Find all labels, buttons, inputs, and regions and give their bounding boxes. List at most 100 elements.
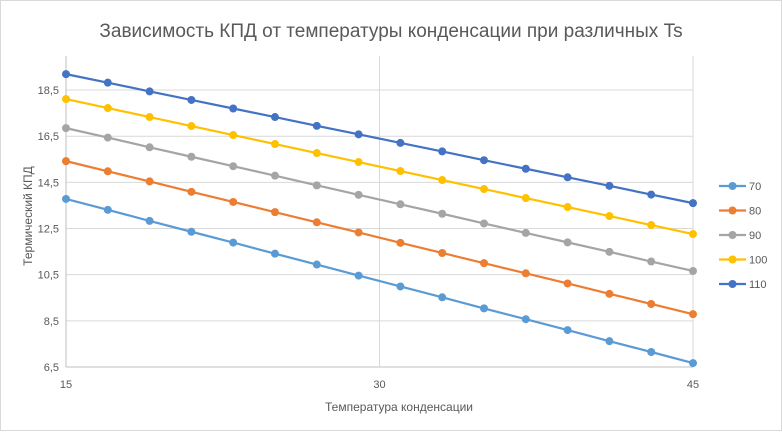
x-tick-label: 30 bbox=[373, 379, 385, 391]
data-point-100 bbox=[647, 221, 656, 230]
series-line-100 bbox=[65, 97, 694, 236]
data-point-90 bbox=[271, 171, 279, 180]
data-point-70 bbox=[312, 260, 321, 269]
data-point-90 bbox=[354, 190, 363, 199]
legend-label: 70 bbox=[749, 181, 761, 193]
data-point-100 bbox=[62, 95, 70, 104]
data-point-80 bbox=[312, 218, 321, 227]
data-point-110 bbox=[354, 130, 363, 139]
data-point-70 bbox=[438, 293, 447, 302]
data-point-100 bbox=[271, 140, 279, 149]
data-point-70 bbox=[521, 315, 530, 324]
data-point-110 bbox=[229, 104, 238, 113]
data-point-70 bbox=[145, 216, 154, 225]
data-point-110 bbox=[396, 138, 405, 147]
series-line-70 bbox=[65, 197, 694, 365]
data-point-100 bbox=[103, 104, 112, 113]
data-point-90 bbox=[438, 209, 447, 218]
data-point-80 bbox=[605, 289, 614, 298]
data-point-80 bbox=[229, 197, 238, 206]
data-point-70 bbox=[62, 194, 70, 203]
legend-label: 100 bbox=[749, 255, 767, 267]
data-point-70 bbox=[354, 271, 363, 280]
data-point-70 bbox=[229, 238, 238, 247]
y-axis-title: Термический КПД bbox=[21, 166, 35, 266]
legend-marker-110 bbox=[728, 280, 737, 288]
data-point-90 bbox=[396, 200, 405, 209]
data-point-70 bbox=[396, 282, 405, 291]
legend-label: 110 bbox=[749, 279, 767, 291]
y-tick-label: 16,5 bbox=[38, 131, 59, 143]
y-tick-label: 14,5 bbox=[38, 177, 59, 189]
data-point-100 bbox=[521, 194, 530, 203]
data-point-80 bbox=[563, 279, 572, 288]
data-point-90 bbox=[563, 238, 572, 247]
data-point-100 bbox=[229, 131, 238, 140]
data-point-80 bbox=[187, 187, 196, 196]
data-point-80 bbox=[438, 248, 447, 257]
data-point-90 bbox=[103, 133, 112, 142]
chart-title: Зависимость КПД от температуры конденсац… bbox=[99, 21, 682, 42]
data-point-90 bbox=[521, 228, 530, 237]
data-point-70 bbox=[689, 359, 697, 368]
data-point-100 bbox=[396, 167, 405, 176]
data-point-70 bbox=[480, 304, 488, 313]
legend-marker-100 bbox=[728, 255, 737, 264]
data-point-100 bbox=[689, 230, 697, 239]
series-line-110 bbox=[65, 73, 694, 205]
data-point-110 bbox=[689, 199, 697, 208]
data-point-80 bbox=[354, 228, 363, 237]
legend-marker-90 bbox=[728, 231, 737, 239]
data-point-80 bbox=[689, 310, 697, 319]
legend-marker-70 bbox=[728, 182, 737, 190]
data-point-90 bbox=[689, 266, 697, 275]
x-tick-label: 45 bbox=[687, 379, 699, 391]
data-point-110 bbox=[271, 113, 279, 122]
series-line-80 bbox=[65, 160, 694, 316]
data-point-110 bbox=[145, 87, 154, 96]
data-point-100 bbox=[563, 203, 572, 212]
data-point-110 bbox=[563, 173, 572, 182]
y-tick-label: 12,5 bbox=[38, 224, 59, 236]
legend-label: 80 bbox=[749, 206, 761, 218]
data-point-100 bbox=[354, 158, 363, 167]
data-point-80 bbox=[396, 238, 405, 247]
data-point-110 bbox=[312, 121, 321, 130]
data-point-100 bbox=[480, 185, 488, 194]
data-point-90 bbox=[312, 181, 321, 190]
data-point-70 bbox=[647, 347, 656, 356]
x-axis-title: Температура конденсации bbox=[325, 400, 473, 414]
data-point-100 bbox=[312, 149, 321, 158]
data-point-90 bbox=[605, 247, 614, 256]
data-point-90 bbox=[62, 124, 70, 133]
data-point-100 bbox=[605, 212, 614, 221]
data-point-110 bbox=[438, 147, 447, 156]
data-point-80 bbox=[480, 259, 488, 268]
data-point-80 bbox=[271, 208, 279, 217]
data-point-100 bbox=[145, 113, 154, 122]
data-point-70 bbox=[271, 249, 279, 258]
legend-label: 90 bbox=[749, 230, 761, 242]
data-point-110 bbox=[62, 70, 70, 79]
data-point-110 bbox=[605, 181, 614, 190]
data-point-80 bbox=[647, 299, 656, 308]
data-point-70 bbox=[103, 205, 112, 214]
y-tick-label: 8,5 bbox=[44, 316, 59, 328]
data-point-80 bbox=[62, 157, 70, 166]
data-point-110 bbox=[647, 190, 656, 199]
data-point-90 bbox=[187, 152, 196, 161]
data-point-80 bbox=[521, 269, 530, 278]
data-point-90 bbox=[145, 143, 154, 152]
data-point-110 bbox=[480, 156, 488, 165]
y-tick-label: 6,5 bbox=[44, 362, 59, 374]
data-point-70 bbox=[605, 337, 614, 346]
data-point-90 bbox=[229, 162, 238, 171]
data-point-110 bbox=[103, 78, 112, 87]
data-point-70 bbox=[187, 227, 196, 236]
data-point-110 bbox=[521, 164, 530, 173]
data-point-110 bbox=[187, 95, 196, 104]
data-point-90 bbox=[647, 257, 656, 266]
data-point-80 bbox=[145, 177, 154, 186]
